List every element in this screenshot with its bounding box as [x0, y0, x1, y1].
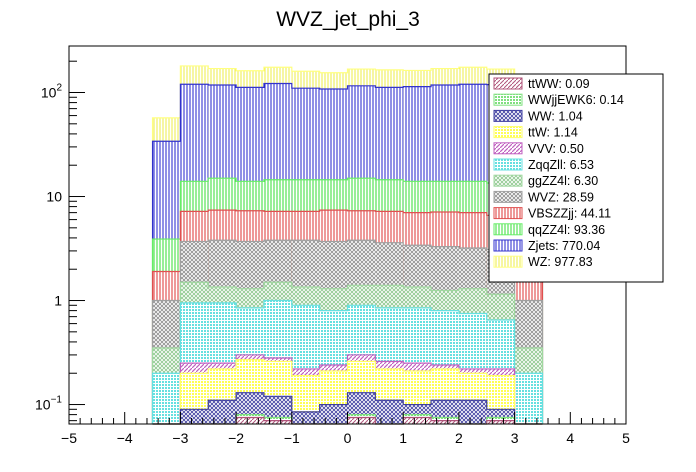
bar-WW-bin-11 [458, 400, 487, 424]
legend-swatch-WW [493, 109, 523, 122]
bar-WW-bin-6 [319, 404, 348, 424]
bar-ZqqZll-bin-0 [152, 373, 181, 424]
legend-entry-ttWW: ttWW: 0.09 [493, 77, 590, 91]
stacked-histogram [151, 65, 544, 425]
bar-WW-bin-2 [208, 400, 237, 424]
legend-swatch-ttW [493, 126, 523, 139]
outline-ttW [152, 359, 543, 425]
bar-ttWW-bin-12 [486, 420, 515, 424]
bar-ttWW-bin-3 [236, 417, 264, 424]
legend-label-ZqqZll: ZqqZll: 6.53 [528, 158, 594, 172]
legend-label-qqZZ4l: qqZZ4l: 93.36 [528, 223, 605, 237]
x-tick-label: 2 [455, 430, 463, 446]
legend-swatch-VBSZZjj [493, 207, 523, 220]
axis-ticks [68, 60, 627, 424]
legend-entry-Zjets: Zjets: 770.04 [493, 239, 600, 253]
outline-WZ [151, 65, 544, 424]
legend-entry-VVV: VVV: 0.50 [493, 142, 584, 156]
bar-WW-bin-5 [291, 411, 320, 424]
y-axis-tick-labels: 10−1 1 10 102 [35, 83, 62, 413]
legend-entry-qqZZ4l: qqZZ4l: 93.36 [493, 223, 605, 237]
chart-title: WVZ_jet_phi_3 [276, 8, 420, 31]
x-tick-label: 4 [566, 430, 574, 446]
legend-swatch-ZqqZll [493, 158, 523, 171]
legend-entry-WVZ: WVZ: 28.59 [493, 190, 594, 204]
legend-entry-ZqqZll: ZqqZll: 6.53 [493, 158, 594, 172]
bar-ttWW-bin-10 [431, 420, 459, 424]
x-tick-label: −5 [61, 430, 77, 446]
legend-label-WVZ: WVZ: 28.59 [528, 190, 594, 204]
bar-ttWW-bin-9 [403, 417, 432, 424]
x-tick-label: 3 [511, 430, 519, 446]
x-tick-label: −4 [117, 430, 133, 446]
legend-entry-WZ: WZ: 977.83 [493, 255, 593, 269]
legend-label-ttW: ttW: 1.14 [528, 126, 578, 140]
x-axis-tick-labels: −5 −4 −3 −2 −1 0 1 2 3 4 5 [61, 430, 630, 446]
outline-VBSZZjj [151, 209, 544, 424]
bar-ZqqZll-bin-13 [514, 373, 543, 424]
legend-label-ggZZ4l: ggZZ4l: 6.30 [528, 174, 598, 188]
legend-entry-ttW: ttW: 1.14 [493, 126, 578, 140]
legend-label-ttWW: ttWW: 0.09 [528, 77, 590, 91]
legend-label-Zjets: Zjets: 770.04 [528, 239, 600, 253]
outline-WW [152, 392, 543, 425]
y-tick-label: 102 [41, 83, 63, 101]
x-tick-label: 0 [344, 430, 352, 446]
x-tick-label: 1 [399, 430, 407, 446]
outline-WVZ [151, 239, 544, 424]
legend-entry-WW: WW: 1.04 [493, 109, 583, 123]
legend-swatch-VVV [493, 142, 523, 155]
legend-label-WZ: WZ: 977.83 [528, 255, 593, 269]
x-tick-label: 5 [622, 430, 630, 446]
legend: ttWW: 0.09 WWjjEWK6: 0.14 WW: 1.04 ttW: 1.1… [488, 73, 664, 283]
x-tick-label: −3 [172, 430, 188, 446]
legend-label-WWjjEWK6: WWjjEWK6: 0.14 [528, 93, 624, 107]
y-tick-label: 10 [46, 189, 62, 205]
legend-swatch-qqZZ4l [493, 223, 523, 236]
outline-Zjets [151, 82, 544, 424]
bar-ttWW-bin-4 [263, 420, 292, 424]
bar-ttWW-bin-7 [347, 417, 376, 424]
x-tick-label: −1 [284, 430, 300, 446]
y-tick-label: 1 [54, 293, 62, 309]
legend-entry-VBSZZjj: VBSZZjj: 44.11 [493, 207, 611, 221]
legend-swatch-WVZ [493, 190, 523, 203]
legend-swatch-ttWW [493, 77, 523, 90]
legend-entry-ggZZ4l: ggZZ4l: 6.30 [493, 174, 598, 188]
y-tick-label: 10−1 [35, 395, 62, 413]
legend-label-VVV: VVV: 0.50 [528, 142, 584, 156]
legend-label-VBSZZjj: VBSZZjj: 44.11 [528, 207, 611, 221]
legend-swatch-ggZZ4l [493, 174, 523, 187]
outline-qqZZ4l [151, 177, 544, 424]
outline-ZqqZll [151, 299, 544, 424]
legend-swatch-WWjjEWK6 [493, 93, 523, 106]
legend-swatch-Zjets [493, 239, 523, 252]
legend-entry-WWjjEWK6: WWjjEWK6: 0.14 [493, 93, 624, 107]
bar-WW-bin-1 [180, 409, 209, 424]
legend-swatch-WZ [493, 255, 523, 268]
bar-WW-bin-8 [375, 400, 404, 424]
outline-ggZZ4l [151, 281, 544, 424]
legend-label-WW: WW: 1.04 [528, 109, 583, 123]
x-tick-label: −2 [228, 430, 244, 446]
